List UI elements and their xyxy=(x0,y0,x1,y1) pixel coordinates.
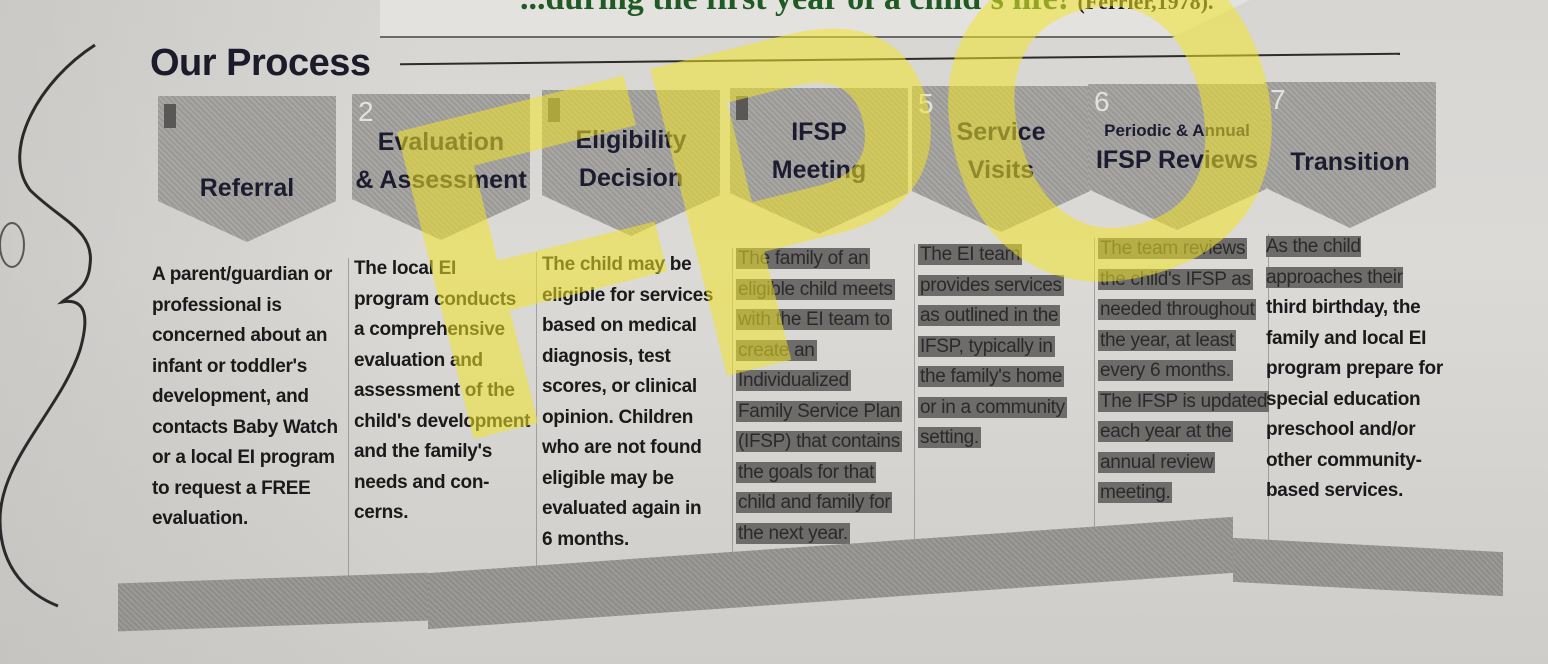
bottom-band xyxy=(1233,537,1503,597)
step-header-evaluation: 2 Evaluation & Assessment xyxy=(352,94,530,240)
column-divider xyxy=(914,244,915,560)
step-description-eligibility: The child may be eligible for services bas… xyxy=(542,254,714,550)
column-divider xyxy=(536,252,537,577)
step-header-ifsp-reviews: 6 Periodic & Annual IFSP Reviews xyxy=(1088,84,1266,230)
step-description-service-visits: The EI team provides services as outlined … xyxy=(918,244,1067,448)
step-description-referral: A parent/guardian or professional is conce… xyxy=(152,264,338,529)
pen-scribble-icon xyxy=(0,43,96,608)
step-number xyxy=(736,96,748,120)
step-label: Eligibility Decision xyxy=(575,126,687,192)
step-label: Referral xyxy=(199,174,295,202)
step-number xyxy=(164,104,176,128)
step-description-ifsp-meeting: The family of an eligible child meets with… xyxy=(736,248,903,544)
column-divider xyxy=(348,258,349,578)
step-label: IFSP Meeting xyxy=(771,118,867,184)
header-quote: ...during the first year of a child's li… xyxy=(520,0,1214,18)
step-label: Evaluation & Assessment xyxy=(355,128,527,194)
quote-citation: (Ferrier,1978). xyxy=(1077,0,1214,14)
step-number xyxy=(548,98,560,122)
step-label: Periodic & Annual IFSP Reviews xyxy=(1095,121,1259,175)
column-divider xyxy=(732,248,733,568)
step-header-referral: Referral xyxy=(158,96,336,242)
step-number: 5 xyxy=(918,88,934,119)
step-header-transition: 7 Transition xyxy=(1264,82,1436,228)
column-divider xyxy=(1094,238,1095,548)
step-header-ifsp-meeting: IFSP Meeting xyxy=(730,88,908,234)
step-description-evaluation: The local EI program conducts a comprehens… xyxy=(354,258,531,523)
bottom-band xyxy=(118,572,428,632)
step-number: 7 xyxy=(1270,84,1286,115)
step-header-service-visits: 5 Service Visits xyxy=(912,86,1090,232)
step-label: Service Visits xyxy=(956,118,1046,184)
step-number: 6 xyxy=(1094,86,1110,117)
step-description-ifsp-reviews: The team reviews the child's IFSP as neede… xyxy=(1098,238,1270,503)
page-title: Our Process xyxy=(150,42,371,84)
header-strip xyxy=(380,0,1250,38)
step-header-eligibility: Eligibility Decision xyxy=(542,90,720,236)
step-label: Transition xyxy=(1290,148,1410,176)
step-number: 2 xyxy=(358,96,374,127)
column-divider xyxy=(1268,234,1269,544)
step-description-transition: As the child approaches their third birt… xyxy=(1266,236,1443,501)
quote-text: ...during the first year of a child's li… xyxy=(520,0,1069,17)
